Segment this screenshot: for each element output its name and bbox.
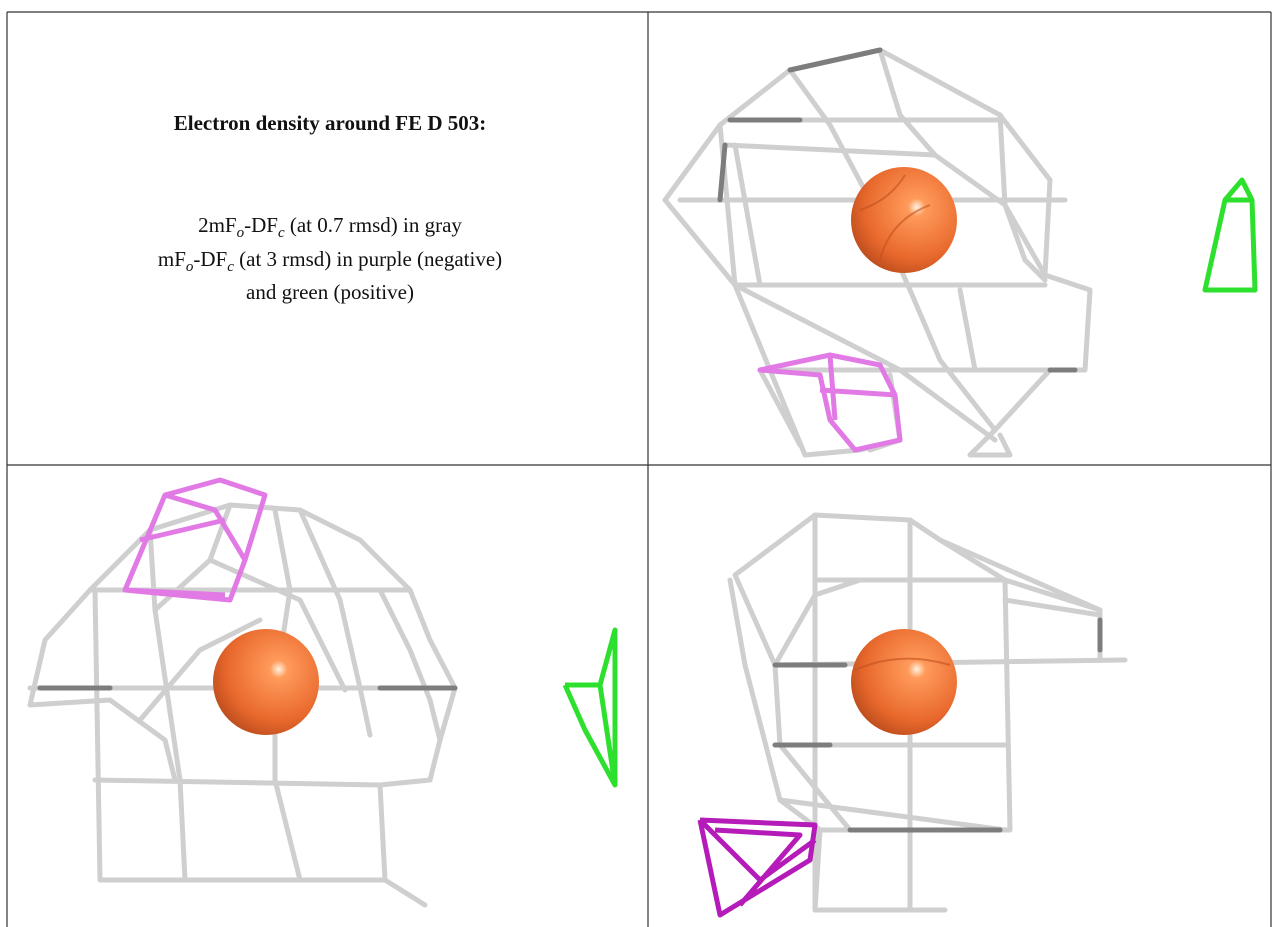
caption-subscript: o <box>186 259 194 275</box>
caption-text: mF <box>158 247 186 271</box>
caption-title: Electron density around FE D 503: <box>174 111 487 135</box>
density-view-3 <box>697 512 1128 918</box>
caption-text: -DF <box>244 213 278 237</box>
caption-line: mFo-DFc (at 3 rmsd) in purple (negative) <box>158 247 502 275</box>
caption-text: 2mF <box>198 213 237 237</box>
caption-text: -DF <box>193 247 227 271</box>
caption-line: and green (positive) <box>246 280 414 304</box>
caption-text: (at 0.7 rmsd) in gray <box>285 213 463 237</box>
caption-subscript: c <box>278 225 285 241</box>
caption-line: 2mFo-DFc (at 0.7 rmsd) in gray <box>198 213 462 241</box>
fe-atom <box>851 629 957 735</box>
table-frame <box>6 11 1272 927</box>
fe-atom <box>213 629 319 735</box>
caption-subscript: o <box>237 225 245 241</box>
caption-text: (at 3 rmsd) in purple (negative) <box>234 247 502 271</box>
caption-subscript: c <box>227 259 234 275</box>
density-view-2 <box>27 477 618 908</box>
density-view-1 <box>662 47 1258 458</box>
